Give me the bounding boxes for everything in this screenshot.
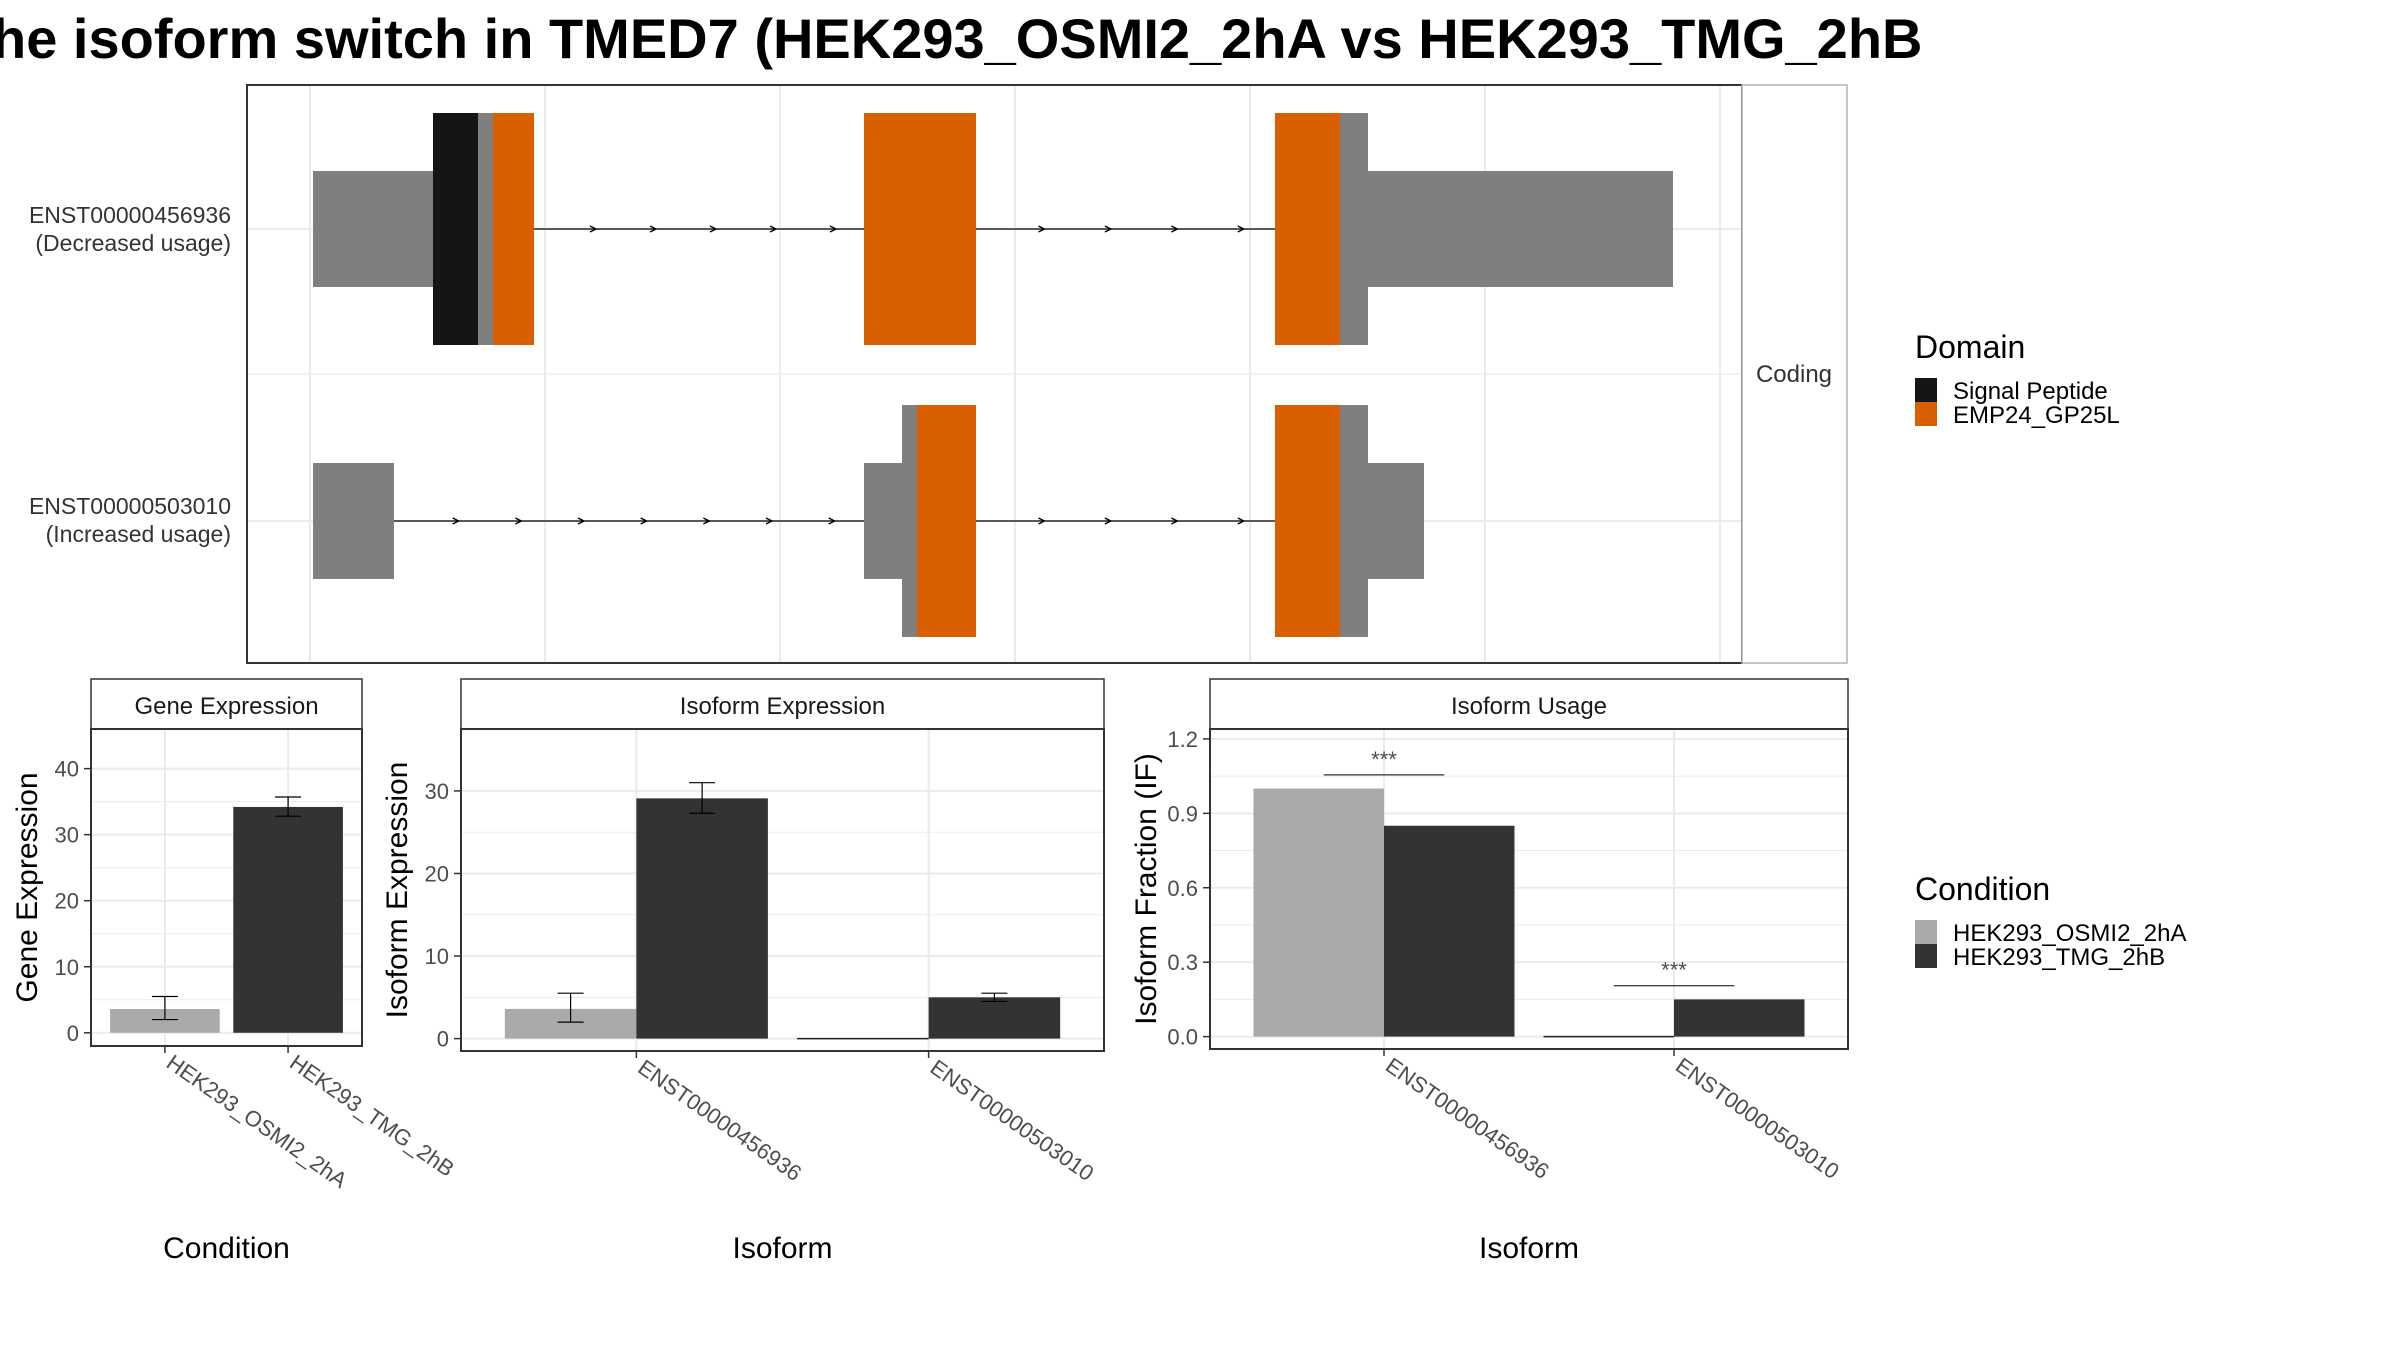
panel1-y-axis-title: Isoform Expression bbox=[381, 762, 414, 1019]
panel2-y-axis-title: Isoform Fraction (IF) bbox=[1130, 753, 1163, 1025]
legend-label-cond-a: HEK293_OSMI2_2hA bbox=[1953, 920, 2186, 947]
intron-arrow bbox=[765, 517, 774, 525]
panel0-bar-hek293-osmi2-2ha bbox=[110, 1009, 220, 1033]
legend-swatch-cond-b bbox=[1915, 944, 1937, 968]
isoform-label-1: ENST00000456936 bbox=[29, 202, 231, 228]
isoform-label-2: ENST00000503010 bbox=[29, 493, 231, 519]
domain-legend-title: Domain bbox=[1915, 329, 2025, 365]
isoform-usage-panel: Isoform Usage *** *** 0.0 0.3 0.6 0.9 1.2 ENST00… bbox=[1130, 678, 1849, 1265]
panel1-bar-enst00000456936-hek293-tmg-2hb bbox=[636, 798, 768, 1039]
isoform-note-2: (Increased usage) bbox=[46, 521, 231, 547]
intron-arrow bbox=[649, 225, 658, 233]
panel2-significance-label: *** bbox=[1661, 958, 1687, 983]
panel2-bar-enst00000456936-hek293-osmi2-2ha bbox=[1253, 788, 1384, 1037]
emp24-domain bbox=[864, 113, 976, 345]
transcript-structure-panel: Coding ENST00000456936 (Decreased usage)… bbox=[29, 84, 1848, 664]
panel0-y-tick-label: 0 bbox=[67, 1021, 79, 1046]
panel2-x-tick-label: ENST00000456936 bbox=[1381, 1053, 1554, 1184]
intron-arrow bbox=[829, 225, 838, 233]
intron-arrow bbox=[828, 517, 837, 525]
legend-label-signal-peptide: Signal Peptide bbox=[1953, 378, 2108, 405]
emp24-domain bbox=[493, 113, 534, 345]
intron-arrow bbox=[1237, 225, 1246, 233]
intron-arrow bbox=[452, 517, 461, 525]
intron-arrow bbox=[769, 225, 778, 233]
signal-peptide-domain bbox=[433, 113, 478, 345]
legend-swatch-emp24 bbox=[1915, 402, 1937, 426]
emp24-domain bbox=[917, 405, 976, 637]
panel2-y-tick-label: 1.2 bbox=[1167, 727, 1198, 752]
panel0-y-tick-label: 20 bbox=[55, 889, 79, 914]
panel2-y-tick-label: 0.3 bbox=[1167, 950, 1198, 975]
legend-label-cond-b: HEK293_TMG_2hB bbox=[1953, 944, 2165, 971]
isoform-expression-panel: Isoform Expression 0 10 20 30 ENST00000456936… bbox=[381, 678, 1105, 1265]
intron-arrow bbox=[1171, 225, 1179, 233]
panel0-y-tick-label: 10 bbox=[55, 955, 79, 980]
utr-block bbox=[1368, 463, 1424, 579]
intron-arrow bbox=[1038, 225, 1047, 233]
panel1-x-tick-label: ENST00000503010 bbox=[926, 1055, 1099, 1186]
utr-block bbox=[1368, 171, 1673, 287]
panel2-y-tick-label: 0.6 bbox=[1167, 876, 1198, 901]
legend-swatch-cond-a bbox=[1915, 920, 1937, 944]
panel2-x-axis-title: Isoform bbox=[1479, 1232, 1579, 1265]
panel0-strip-label: Gene Expression bbox=[134, 693, 318, 720]
facet-label: Coding bbox=[1756, 361, 1832, 388]
intron-arrow bbox=[703, 517, 711, 525]
panel1-x-tick-label: ENST00000456936 bbox=[633, 1055, 806, 1186]
legend-swatch-signal-peptide bbox=[1915, 378, 1937, 402]
panel2-y-tick-label: 0.0 bbox=[1167, 1025, 1198, 1050]
condition-legend: Condition HEK293_OSMI2_2hA HEK293_TMG_2h… bbox=[1915, 871, 2186, 971]
panel1-y-tick-label: 20 bbox=[425, 861, 449, 886]
utr-block bbox=[864, 463, 902, 579]
intron-arrow bbox=[577, 517, 586, 525]
panel0-x-axis-title: Condition bbox=[163, 1232, 290, 1265]
domain-legend: Domain Signal Peptide EMP24_GP25L bbox=[1915, 329, 2120, 429]
legend-label-emp24: EMP24_GP25L bbox=[1953, 402, 2120, 429]
condition-legend-title: Condition bbox=[1915, 871, 2050, 907]
panel1-strip bbox=[460, 678, 1105, 730]
panel1-y-tick-label: 0 bbox=[437, 1027, 449, 1052]
emp24-domain bbox=[1275, 405, 1340, 637]
intron-arrow bbox=[589, 225, 598, 233]
panel0-y-tick-label: 30 bbox=[55, 823, 79, 848]
figure-title: he isoform switch in TMED7 (HEK293_OSMI2… bbox=[0, 7, 1922, 70]
panel1-strip-label: Isoform Expression bbox=[680, 693, 885, 720]
intron-arrow bbox=[515, 517, 523, 525]
panel2-y-tick-label: 0.9 bbox=[1167, 801, 1198, 826]
panel1-frame bbox=[460, 728, 1105, 1052]
intron-arrow bbox=[1104, 225, 1113, 233]
panel0-y-tick-label: 40 bbox=[55, 757, 79, 782]
panel0-frame bbox=[90, 728, 363, 1047]
panel1-y-tick-label: 30 bbox=[425, 779, 449, 804]
intron-arrow bbox=[640, 517, 649, 525]
panel1-y-tick-label: 10 bbox=[425, 944, 449, 969]
panel2-frame bbox=[1209, 728, 1849, 1050]
panel2-bar-enst00000503010-hek293-tmg-2hb bbox=[1674, 999, 1805, 1037]
intron-arrow bbox=[1171, 517, 1179, 525]
intron-arrow bbox=[1104, 517, 1113, 525]
panel0-bar-hek293-tmg-2hb bbox=[233, 806, 343, 1033]
utr-block bbox=[313, 463, 394, 579]
intron-arrow bbox=[1237, 517, 1246, 525]
panel2-strip-label: Isoform Usage bbox=[1451, 693, 1607, 720]
panel1-x-axis-title: Isoform bbox=[732, 1232, 832, 1265]
panel1-bar-enst00000503010-hek293-tmg-2hb bbox=[928, 997, 1061, 1039]
structure-tracks bbox=[313, 113, 1673, 637]
intron-arrow bbox=[1038, 517, 1047, 525]
panel2-x-tick-label: ENST00000503010 bbox=[1671, 1053, 1844, 1184]
emp24-domain bbox=[1275, 113, 1340, 345]
utr-block bbox=[313, 171, 433, 287]
facet-strip bbox=[1741, 84, 1848, 664]
panel2-bar-enst00000456936-hek293-tmg-2hb bbox=[1384, 825, 1515, 1037]
panel2-significance-label: *** bbox=[1371, 747, 1397, 772]
panel2-strip bbox=[1209, 678, 1849, 730]
isoform-note-1: (Decreased usage) bbox=[35, 230, 231, 256]
panel0-y-axis-title: Gene Expression bbox=[11, 772, 44, 1002]
intron-arrow bbox=[709, 225, 718, 233]
